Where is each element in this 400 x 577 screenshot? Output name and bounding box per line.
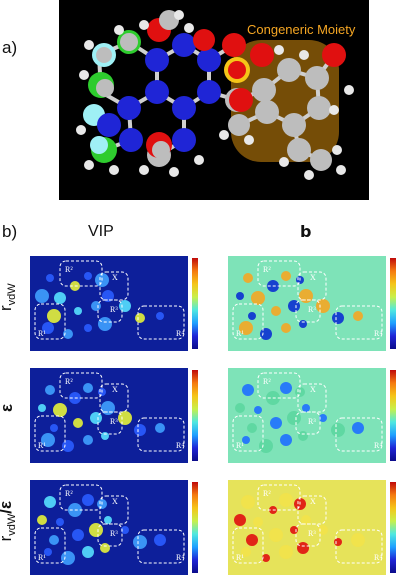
heatmap-rvdw-vip: R¹ R² X R³ R⁴ [30,256,188,351]
colorbar [390,370,396,461]
row-label-epsilon: ε [0,363,17,453]
region-label: R⁴ [176,441,184,450]
row-label-rvdw-over-epsilon: rvdW/ε [0,476,18,566]
region-label: R² [263,489,271,498]
row-label-ratio-sub: vdW [6,513,19,536]
heatmap-svg: R¹ R² X R³ R⁴ [232,372,383,453]
column-title-vip: VIP [88,223,114,240]
region-label: R² [65,377,73,386]
molecule-svg [76,10,354,180]
region-label: R⁴ [374,553,382,562]
region-label: X [112,497,118,506]
colorbar [192,370,198,461]
region-label: X [112,273,118,282]
region-label: R⁴ [374,329,382,338]
heatmap-svg: R¹ R² X R³ R⁴ [232,260,383,340]
region-label: R⁴ [374,441,382,450]
heatmap-svg: R¹ R² X R³ R⁴ [232,484,383,564]
panel-b-label: b) [2,222,18,241]
colorbar [390,482,396,573]
heatmap-svg: R¹ R² X R³ R⁴ [34,260,185,340]
row-label-rvdw-main: r [0,305,15,311]
moiety-annotation: Congeneric Moiety [247,22,356,37]
heatmap-ratio-vip: R¹ R² X R³ R⁴ [30,480,188,575]
region-label: R¹ [38,329,46,338]
region-label: X [310,273,316,282]
colorbar [192,482,198,573]
heatmap-svg: R¹ R² X R³ R⁴ [34,484,185,565]
panel-a-label: a) [2,38,18,57]
row-label-rvdw: rvdW [0,252,18,342]
row-label-epsilon-main: ε [0,404,16,412]
region-label: R³ [308,305,316,314]
region-label: R¹ [38,553,46,562]
heatmap-rvdw-b: R¹ R² X R³ R⁴ [228,256,386,351]
heatmap-epsilon-b: R¹ R² X R³ R⁴ [228,368,386,463]
colorbar [390,258,396,349]
region-label: X [310,497,316,506]
region-label: R⁴ [176,553,184,562]
region-label: R¹ [38,441,46,450]
region-label: R³ [308,529,316,538]
region-label: R¹ [236,553,244,562]
region-label: R² [263,265,271,274]
region-label: R² [263,377,271,386]
region-label: X [310,385,316,394]
heatmap-ratio-b: R¹ R² X R³ R⁴ [228,480,386,575]
region-label: R³ [110,417,118,426]
molecule-render: Congeneric Moiety [59,0,369,200]
column-title-b: b [300,222,312,241]
region-label: R² [65,265,73,274]
row-label-ratio-tail: /ε [0,500,15,514]
region-label: X [112,385,118,394]
region-label: R³ [110,529,118,538]
region-label: R³ [308,417,316,426]
region-label: R¹ [236,329,244,338]
heatmap-svg: R¹ R² X R³ R⁴ [34,372,185,452]
heatmap-epsilon-vip: R¹ R² X R³ R⁴ [30,368,188,463]
row-label-ratio-main: r [0,536,15,542]
region-label: R⁴ [176,329,184,338]
region-label: R² [65,489,73,498]
region-label: R³ [110,305,118,314]
colorbar [192,258,198,349]
row-label-rvdw-sub: vdW [6,283,19,306]
region-label: R¹ [236,441,244,450]
